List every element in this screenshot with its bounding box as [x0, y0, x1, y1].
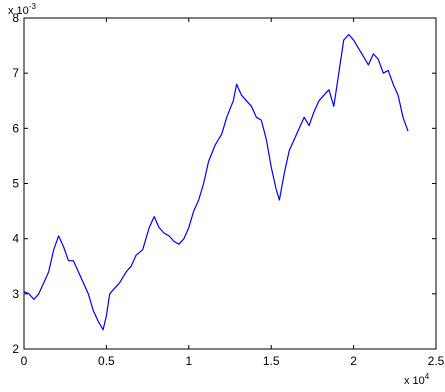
series-layer: [23, 33, 409, 331]
x-tick-label: 0.5: [98, 354, 115, 368]
x-tick-label: 1: [185, 354, 192, 368]
y-axis: 2 3 4 5 6 7 8: [12, 11, 436, 356]
x-tick-label: 1.5: [263, 354, 280, 368]
y-tick-label: 7: [12, 66, 19, 80]
plot-frame: [23, 17, 437, 350]
axes-box: [23, 17, 437, 350]
y-tick-label: 2: [12, 342, 19, 356]
x-tick-label: 2: [350, 354, 357, 368]
y-tick-label: 6: [12, 121, 19, 135]
x-tick-label: 0: [21, 354, 28, 368]
series-line: [23, 33, 409, 331]
y-axis-multiplier: x 10-3: [8, 2, 36, 17]
y-tick-label: 3: [12, 287, 19, 301]
x-tick-label: 2.5: [428, 354, 445, 368]
x-axis: 0 0.5 1 1.5 2 2.5: [21, 18, 445, 368]
y-tick-label: 8: [12, 11, 19, 25]
y-tick-label: 4: [12, 232, 19, 246]
x-axis-multiplier: x 104: [404, 372, 430, 387]
y-tick-label: 5: [12, 177, 19, 191]
